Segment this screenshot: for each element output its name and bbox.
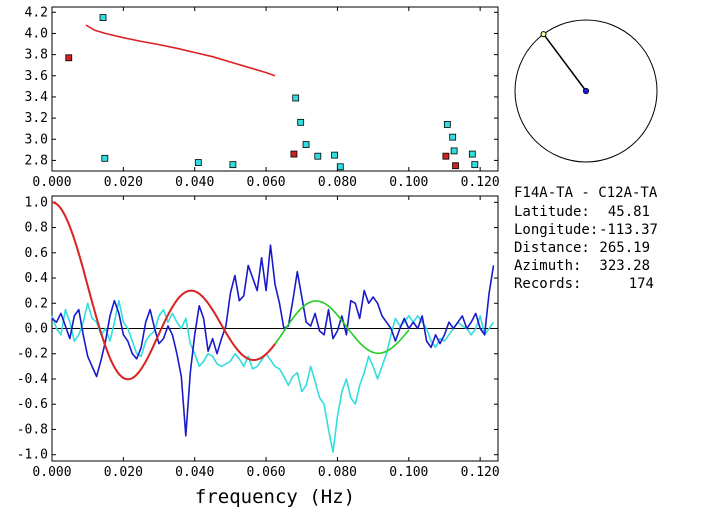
correlation-y-tick-label: -0.4 [17,372,48,387]
station-info-panel: F14A-TA - C12A-TA Latitude: 45.81 Longit… [514,185,658,292]
blue-observed-line [51,244,495,437]
cyan-point [450,147,458,155]
dispersion-y-tick-label: 3.4 [25,90,49,105]
dispersion-x-tick-label: 0.100 [389,175,428,190]
cyan-point [331,151,338,159]
correlation-y-tick-label: 0.4 [25,271,49,286]
dispersion-plot-frame [51,6,499,172]
red-point [290,150,298,158]
cyan-point [468,150,476,158]
center-station-marker [582,87,590,95]
red-point [442,152,450,160]
cyan-point [194,159,202,166]
x-axis-label: frequency (Hz) [195,486,355,508]
correlation-y-tick-label: 0.8 [25,221,48,236]
distance-label: Distance: [514,240,590,256]
correlation-y-tick-label: 0.6 [25,246,48,261]
cyan-observed-line [51,299,495,453]
correlation-y-tick-label: -0.2 [17,347,48,362]
red-model-line [51,201,276,381]
correlation-y-axis: 1.0 0.8 0.6 0.4 0.2 0.0 -0.2 -0.4 -0.6 -0.8 -1.0 [17,195,498,463]
cyan-point [471,161,479,169]
red-point [452,162,459,170]
cyan-point [302,141,310,148]
dispersion-x-tick-label: 0.080 [318,175,357,190]
cyan-point [297,118,305,126]
correlation-x-tick-label: 0.100 [389,465,428,480]
azimuth-dial [514,19,658,163]
correlation-data [51,201,498,453]
azimuth-label: Azimuth: [514,258,581,274]
azimuth-needle [542,33,587,92]
cyan-point [229,161,237,169]
correlation-x-tick-label: 0.080 [318,465,357,480]
correlation-x-axis: 0.000 0.020 0.040 0.060 0.080 0.100 0.120 [32,196,500,480]
records-label: Records: [514,276,581,292]
correlation-y-tick-label: 0.2 [25,296,48,311]
cyan-point [336,163,344,171]
station-marker [540,31,547,38]
distance-value: 265.19 [599,240,650,256]
dispersion-y-tick-label: 4.0 [25,26,48,41]
correlation-y-tick-label: -0.8 [17,422,48,437]
cyan-point [99,14,107,21]
dispersion-x-tick-label: 0.000 [32,175,71,190]
red-point [65,54,73,62]
dispersion-y-tick-label: 4.2 [25,5,48,20]
correlation-plot: 1.0 0.8 0.6 0.4 0.2 0.0 -0.2 -0.4 -0.6 -0.8 -1.0 0… [17,195,500,508]
correlation-y-tick-label: -0.6 [17,397,48,412]
dispersion-x-axis: 0.000 0.020 0.040 0.060 0.080 0.100 0.120 [32,7,500,190]
dispersion-plot: 2.8 3.0 3.2 3.4 3.6 3.8 4.0 4.2 0.000 0.020 0.040… [25,5,500,190]
dispersion-y-axis: 2.8 3.0 3.2 3.4 3.6 3.8 4.0 4.2 [25,5,498,168]
longitude-label: Longitude: [514,222,598,238]
cyan-point [314,152,322,160]
records-value: 174 [629,276,654,292]
cyan-point [101,154,109,162]
correlation-x-tick-label: 0.020 [104,465,143,480]
station-pair-title: F14A-TA - C12A-TA [514,185,658,201]
correlation-x-tick-label: 0.060 [247,465,286,480]
dispersion-x-tick-label: 0.120 [461,175,500,190]
latitude-label: Latitude: [514,204,590,220]
cyan-point [292,94,300,102]
correlation-y-tick-label: 1.0 [25,195,48,210]
correlation-y-tick-label: 0.0 [25,322,48,337]
longitude-value: -113.37 [599,222,658,238]
dispersion-y-tick-label: 3.6 [25,69,48,84]
dispersion-x-tick-label: 0.020 [104,175,143,190]
red-curve [85,24,276,77]
dispersion-y-tick-label: 3.2 [25,111,48,126]
dispersion-y-tick-label: 3.0 [25,132,48,147]
dispersion-data [65,14,479,171]
correlation-x-tick-label: 0.120 [461,465,500,480]
correlation-y-tick-label: -1.0 [17,448,48,463]
latitude-value: 45.81 [608,204,650,220]
azimuth-value: 323.28 [599,258,650,274]
correlation-x-tick-label: 0.000 [32,465,71,480]
azimuth-circle [514,19,658,163]
cyan-point [449,133,457,141]
dispersion-y-tick-label: 2.8 [25,153,48,168]
cyan-point [443,121,451,128]
dispersion-x-tick-label: 0.040 [175,175,214,190]
correlation-x-tick-label: 0.040 [175,465,214,480]
dispersion-x-tick-label: 0.060 [247,175,286,190]
dispersion-y-tick-label: 3.8 [25,48,48,63]
